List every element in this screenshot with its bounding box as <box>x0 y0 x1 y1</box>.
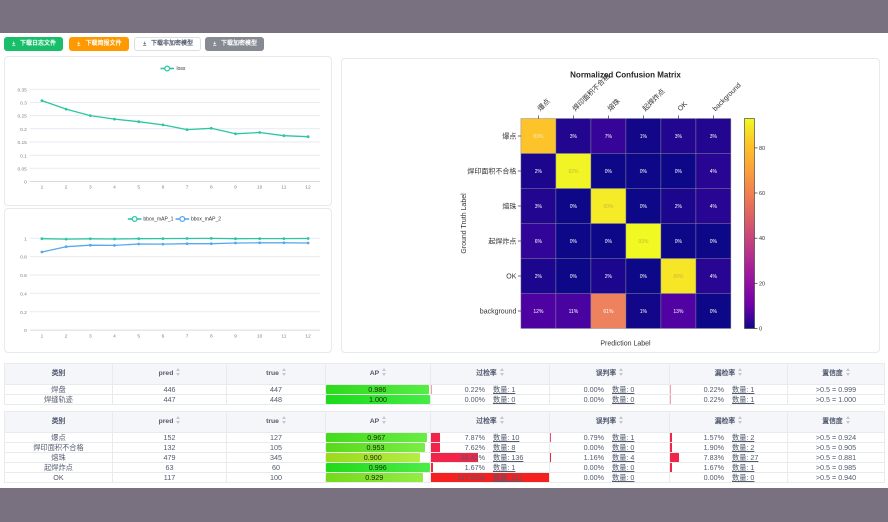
svg-text:0.3: 0.3 <box>20 101 27 107</box>
svg-text:11: 11 <box>281 185 286 191</box>
svg-text:Normalized Confusion Matrix: Normalized Confusion Matrix <box>570 70 681 79</box>
svg-text:3%: 3% <box>674 134 682 140</box>
svg-text:2: 2 <box>65 334 68 340</box>
svg-text:0%: 0% <box>709 239 717 245</box>
svg-text:3%: 3% <box>569 134 577 140</box>
svg-text:起焊炸点: 起焊炸点 <box>640 86 666 112</box>
svg-text:0%: 0% <box>639 274 647 280</box>
svg-text:1: 1 <box>41 334 44 340</box>
svg-text:60: 60 <box>759 191 765 197</box>
svg-text:0.1: 0.1 <box>20 153 27 159</box>
svg-text:4: 4 <box>113 185 116 191</box>
svg-text:0.6: 0.6 <box>20 273 27 279</box>
svg-text:0%: 0% <box>569 239 577 245</box>
svg-text:83%: 83% <box>533 134 544 140</box>
svg-text:0%: 0% <box>674 169 682 175</box>
svg-text:7%: 7% <box>604 134 612 140</box>
svg-text:0%: 0% <box>604 169 612 175</box>
svg-text:20: 20 <box>759 281 765 287</box>
svg-text:Ground Truth Label: Ground Truth Label <box>461 192 468 253</box>
svg-text:bbox_mAP_2: bbox_mAP_2 <box>191 217 221 223</box>
svg-text:89%: 89% <box>673 274 684 280</box>
svg-text:0.25: 0.25 <box>17 114 27 120</box>
svg-text:background: background <box>479 308 516 315</box>
svg-text:8: 8 <box>210 185 213 191</box>
svg-text:0.8: 0.8 <box>20 255 27 261</box>
svg-text:0: 0 <box>24 328 27 334</box>
svg-text:6%: 6% <box>534 239 542 245</box>
svg-text:熔珠: 熔珠 <box>605 96 621 112</box>
svg-text:1%: 1% <box>639 134 647 140</box>
svg-text:background: background <box>711 82 742 113</box>
svg-text:90%: 90% <box>603 204 614 210</box>
svg-text:0.2: 0.2 <box>20 310 27 316</box>
svg-text:0.4: 0.4 <box>20 291 27 297</box>
svg-text:5: 5 <box>137 185 140 191</box>
svg-text:7: 7 <box>186 185 189 191</box>
svg-text:2%: 2% <box>674 204 682 210</box>
svg-text:10: 10 <box>257 185 263 191</box>
svg-text:12: 12 <box>305 334 311 340</box>
svg-text:爆点: 爆点 <box>502 131 516 140</box>
svg-text:0.05: 0.05 <box>17 166 27 172</box>
svg-text:1: 1 <box>41 185 44 191</box>
svg-text:0.2: 0.2 <box>20 127 27 133</box>
svg-text:OK: OK <box>506 273 516 280</box>
svg-text:9: 9 <box>234 334 237 340</box>
svg-text:0%: 0% <box>674 239 682 245</box>
svg-text:9: 9 <box>234 185 237 191</box>
svg-text:92%: 92% <box>568 169 579 175</box>
svg-text:3: 3 <box>89 185 92 191</box>
svg-text:6: 6 <box>162 334 165 340</box>
svg-text:6: 6 <box>162 185 165 191</box>
svg-text:Prediction Label: Prediction Label <box>600 340 651 347</box>
svg-text:3: 3 <box>89 334 92 340</box>
svg-text:0: 0 <box>759 326 762 332</box>
svg-text:10: 10 <box>257 334 263 340</box>
svg-text:4%: 4% <box>709 169 717 175</box>
svg-text:0%: 0% <box>709 309 717 315</box>
svg-text:0%: 0% <box>569 274 577 280</box>
svg-text:61%: 61% <box>603 309 614 315</box>
svg-text:12: 12 <box>305 185 311 191</box>
svg-text:2%: 2% <box>534 169 542 175</box>
svg-text:0.35: 0.35 <box>17 87 27 93</box>
svg-text:2: 2 <box>65 185 68 191</box>
svg-text:0%: 0% <box>639 169 647 175</box>
svg-text:1%: 1% <box>639 309 647 315</box>
svg-text:4%: 4% <box>709 274 717 280</box>
svg-text:40: 40 <box>759 236 765 242</box>
svg-text:0: 0 <box>24 180 27 186</box>
svg-text:7: 7 <box>186 334 189 340</box>
svg-text:11: 11 <box>281 334 286 340</box>
svg-text:80: 80 <box>759 145 765 151</box>
svg-text:93%: 93% <box>638 239 649 245</box>
svg-text:5: 5 <box>137 334 140 340</box>
svg-text:爆点: 爆点 <box>535 96 551 112</box>
svg-text:11%: 11% <box>568 309 578 315</box>
svg-text:3%: 3% <box>534 204 542 210</box>
svg-text:熔珠: 熔珠 <box>502 201 516 210</box>
svg-text:8: 8 <box>210 334 213 340</box>
svg-text:起焊炸点: 起焊炸点 <box>488 236 516 245</box>
svg-text:12%: 12% <box>533 309 544 315</box>
svg-text:0.15: 0.15 <box>17 140 27 146</box>
svg-text:loss: loss <box>177 66 186 72</box>
svg-text:焊印面积不合格: 焊印面积不合格 <box>467 166 516 175</box>
svg-text:4: 4 <box>113 334 116 340</box>
svg-text:13%: 13% <box>673 309 684 315</box>
svg-text:0%: 0% <box>639 204 647 210</box>
svg-text:0%: 0% <box>569 204 577 210</box>
svg-text:OK: OK <box>676 100 688 112</box>
svg-text:3%: 3% <box>709 134 717 140</box>
svg-text:2%: 2% <box>534 274 542 280</box>
svg-text:bbox_mAP_1: bbox_mAP_1 <box>143 217 173 223</box>
svg-text:2%: 2% <box>604 274 612 280</box>
svg-text:1: 1 <box>24 236 27 242</box>
svg-text:0%: 0% <box>604 239 612 245</box>
svg-text:4%: 4% <box>709 204 717 210</box>
